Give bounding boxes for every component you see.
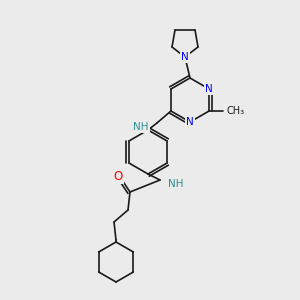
Text: NH: NH: [168, 179, 184, 189]
Text: N: N: [205, 84, 213, 94]
Text: NH: NH: [134, 122, 149, 132]
Text: O: O: [113, 169, 123, 182]
Text: N: N: [186, 117, 194, 127]
Text: N: N: [181, 52, 189, 62]
Text: CH₃: CH₃: [226, 106, 244, 116]
